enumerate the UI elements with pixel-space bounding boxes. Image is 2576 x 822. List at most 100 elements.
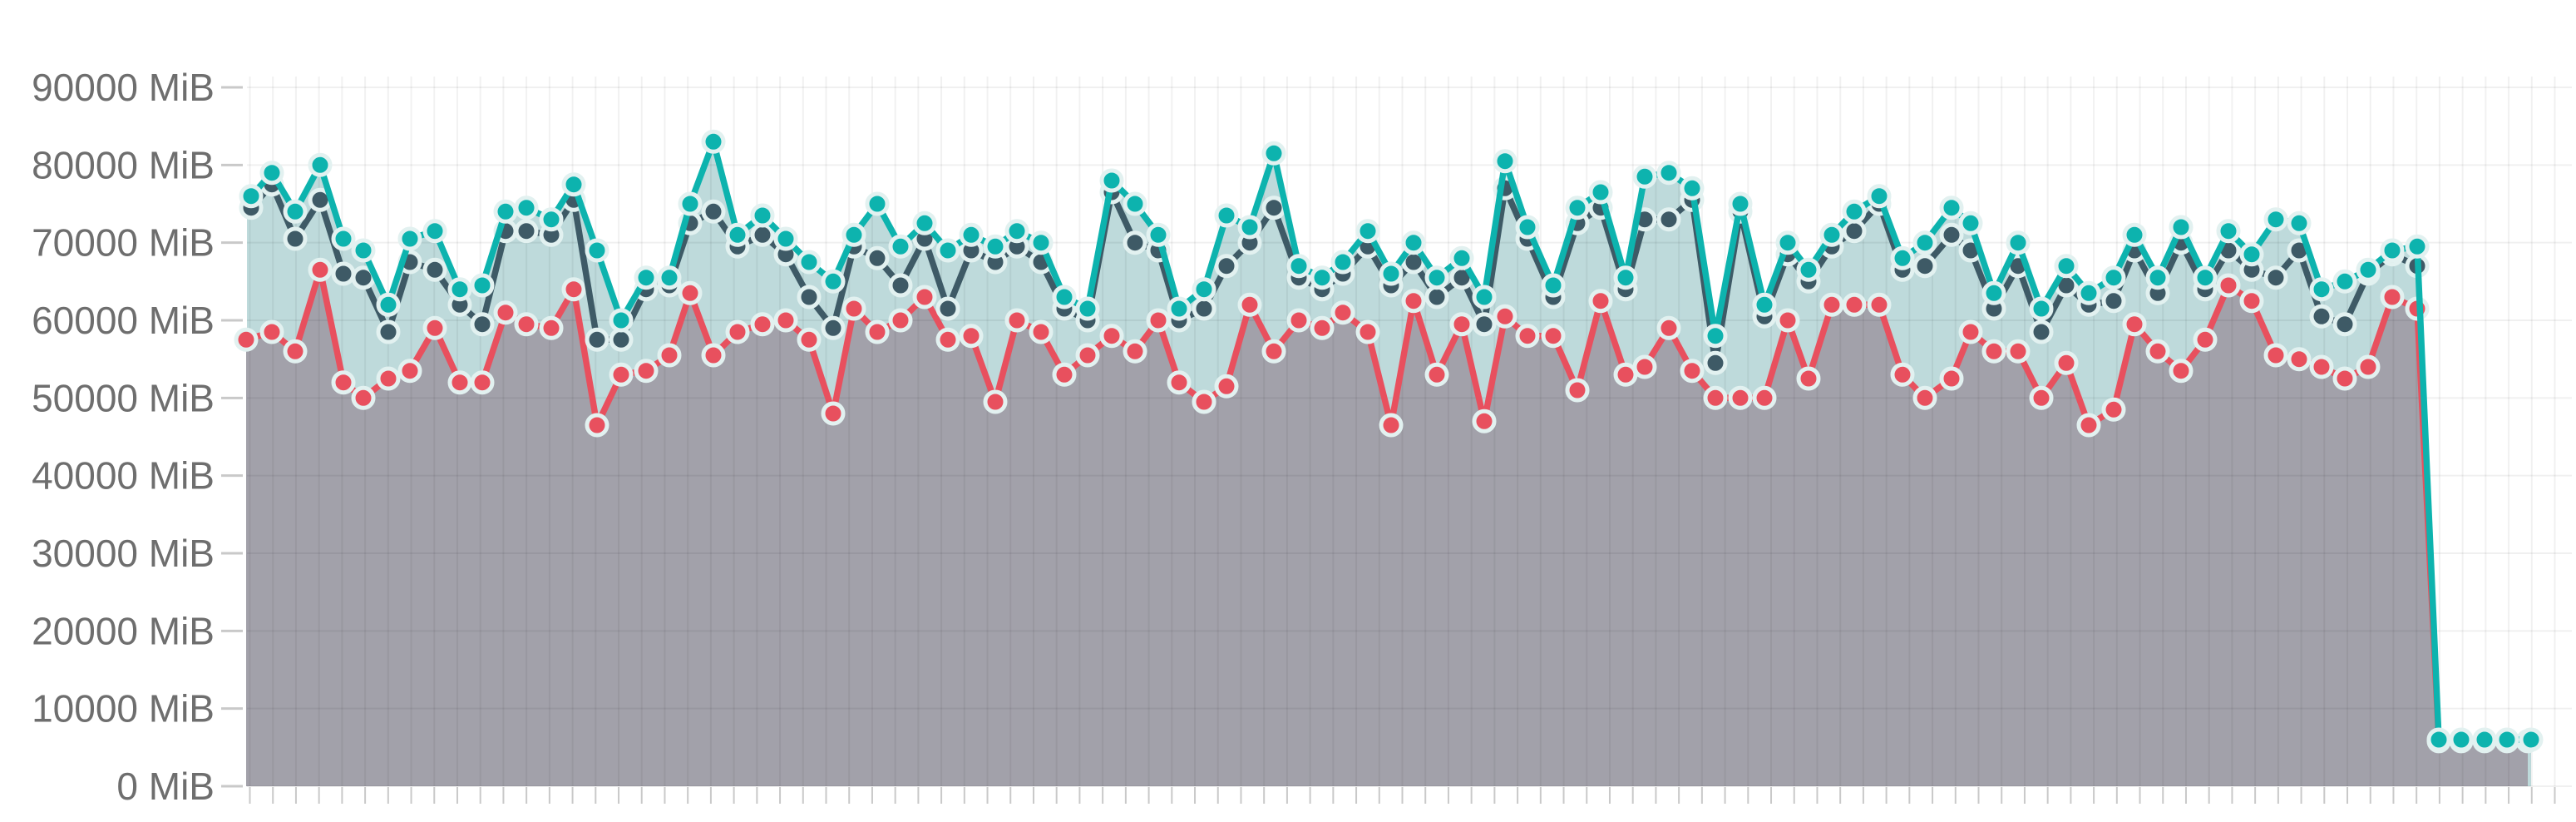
memory-red-point	[1680, 359, 1705, 384]
y-axis-tick-label: 10000 MiB	[32, 687, 215, 730]
memory-red-point	[1192, 389, 1216, 414]
memory-red-point	[1004, 308, 1029, 333]
memory-red-point	[2263, 343, 2288, 368]
memory-teal-point	[1401, 230, 1426, 255]
memory-teal-point	[657, 265, 682, 290]
memory-red-point	[609, 362, 634, 387]
y-axis: 90000 MiB 80000 MiB 70000 MiB 60000 MiB 5000…	[32, 66, 243, 808]
memory-teal-point	[959, 222, 984, 247]
memory-red-point	[2216, 273, 2241, 298]
memory-teal-point	[259, 161, 284, 186]
memory-slate-point	[1912, 254, 1937, 279]
memory-red-point	[2006, 339, 2031, 364]
memory-teal-point	[1075, 296, 1100, 321]
memory-slate-point	[331, 261, 356, 286]
memory-teal-point	[1958, 210, 1983, 235]
memory-red-point	[1075, 343, 1100, 368]
memory-teal-point	[1052, 285, 1077, 309]
memory-red-point	[797, 327, 822, 352]
memory-teal-point	[2122, 222, 2147, 247]
memory-teal-point	[1310, 265, 1335, 290]
memory-red-point	[1379, 413, 1404, 438]
memory-red-point	[1703, 385, 1728, 410]
memory-red-point	[1214, 374, 1239, 399]
memory-teal-point	[447, 277, 472, 302]
memory-red-point	[1939, 366, 1964, 391]
memory-red-point	[1424, 362, 1449, 387]
memory-teal-point	[2449, 727, 2474, 752]
memory-teal-point	[351, 238, 376, 263]
memory-slate-point	[514, 219, 539, 244]
memory-teal-point	[2309, 277, 2334, 302]
memory-teal-point	[1379, 261, 1404, 286]
memory-red-point	[2101, 397, 2126, 422]
memory-teal-point	[1796, 257, 1821, 282]
memory-red-point	[514, 312, 539, 337]
memory-teal-point	[1867, 184, 1892, 209]
memory-teal-point	[331, 226, 356, 251]
memory-red-point	[1728, 385, 1753, 410]
memory-teal-point	[1099, 168, 1124, 193]
memory-teal-point	[2263, 207, 2288, 232]
memory-red-point	[259, 319, 284, 344]
memory-slate-point	[1656, 207, 1681, 232]
y-axis-tick-label: 50000 MiB	[32, 376, 215, 419]
memory-teal-point	[2426, 727, 2451, 752]
memory-slate-point	[422, 257, 447, 282]
memory-red-point	[1775, 308, 1800, 333]
memory-teal-point	[2054, 254, 2079, 279]
memory-slate-point	[935, 296, 960, 321]
memory-slate-point	[470, 312, 495, 337]
memory-red-point	[447, 370, 472, 395]
memory-teal-point	[1632, 164, 1657, 189]
memory-teal-point	[2332, 269, 2357, 294]
memory-red-point	[1632, 354, 1657, 379]
memory-red-point	[1146, 308, 1171, 333]
memory-red-point	[912, 285, 937, 309]
memory-slate-point	[865, 245, 890, 270]
y-axis-tick-label: 70000 MiB	[32, 221, 215, 265]
memory-teal-point	[1261, 141, 1286, 166]
memory-red-point	[1237, 292, 1262, 317]
memory-red-point	[539, 315, 564, 340]
memory-teal-point	[1493, 149, 1517, 174]
memory-teal-point	[308, 152, 333, 177]
y-axis-tick-label: 80000 MiB	[32, 143, 215, 186]
memory-red-point	[493, 300, 518, 325]
memory-red-point	[1261, 339, 1286, 364]
memory-red-point	[2076, 413, 2101, 438]
memory-teal-point	[2029, 296, 2054, 321]
memory-red-point	[1123, 339, 1147, 364]
memory-teal-point	[1004, 219, 1029, 244]
memory-red-point	[1099, 324, 1124, 349]
memory-teal-point	[750, 203, 775, 228]
memory-red-point	[959, 324, 984, 349]
memory-teal-point	[2380, 238, 2405, 263]
memory-teal-point	[2405, 234, 2430, 259]
memory-teal-point	[888, 234, 913, 259]
memory-teal-point	[2006, 230, 2031, 255]
memory-red-point	[634, 359, 659, 384]
memory-teal-point	[539, 207, 564, 232]
memory-teal-point	[239, 184, 264, 209]
memory-red-point	[1613, 362, 1638, 387]
memory-teal-point	[1123, 191, 1147, 216]
memory-red-point	[376, 366, 401, 391]
memory-teal-point	[2495, 727, 2519, 752]
memory-teal-point	[1981, 280, 2006, 305]
memory-red-point	[1355, 319, 1380, 344]
memory-teal-point	[912, 210, 937, 235]
memory-slate-point	[750, 222, 775, 247]
memory-red-point	[2380, 285, 2405, 309]
memory-slate-point	[1424, 285, 1449, 309]
memory-teal-point	[2287, 210, 2312, 235]
memory-teal-point	[821, 269, 846, 294]
memory-teal-point	[1029, 230, 1054, 255]
memory-red-point	[422, 315, 447, 340]
memory-red-point	[2122, 312, 2147, 337]
memory-slate-point	[1472, 312, 1497, 337]
memory-red-point	[234, 327, 259, 352]
memory-teal-point	[514, 196, 539, 220]
memory-red-point	[1796, 366, 1821, 391]
